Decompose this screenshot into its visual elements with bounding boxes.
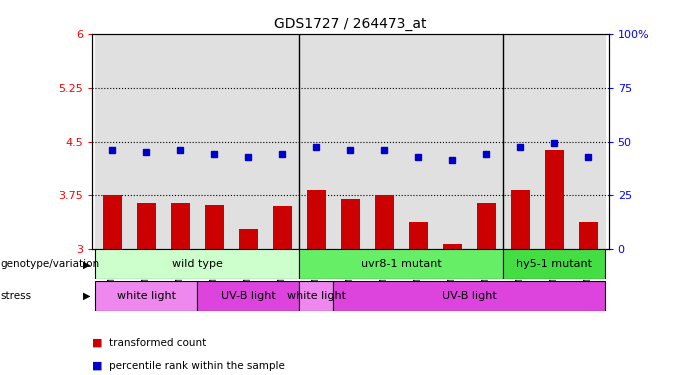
Bar [571,34,605,249]
Bar [367,34,401,249]
Text: ▶: ▶ [82,291,90,301]
Bar [469,34,503,249]
Bar [477,202,496,249]
Bar [333,281,605,311]
Bar [503,34,537,249]
Bar [129,34,163,249]
Bar [205,205,224,249]
Text: UV-B light: UV-B light [221,291,275,301]
Bar [299,34,333,249]
Bar [103,195,122,249]
Bar [171,202,190,249]
Text: ▶: ▶ [82,260,90,269]
Text: uvr8-1 mutant: uvr8-1 mutant [361,260,441,269]
Bar [341,199,360,249]
Bar [579,222,598,249]
Bar [95,281,197,311]
Text: wild type: wild type [172,260,222,269]
Text: hy5-1 mutant: hy5-1 mutant [516,260,592,269]
Bar [163,34,197,249]
Text: genotype/variation: genotype/variation [1,260,100,269]
Text: ■: ■ [92,361,102,370]
Title: GDS1727 / 264473_at: GDS1727 / 264473_at [274,17,426,32]
Bar [375,195,394,249]
Text: UV-B light: UV-B light [442,291,496,301]
Bar [333,34,367,249]
Text: stress: stress [1,291,32,301]
Bar [231,34,265,249]
Bar [239,229,258,249]
Bar [299,281,333,311]
Bar [299,249,503,279]
Bar [435,34,469,249]
Text: white light: white light [117,291,175,301]
Text: percentile rank within the sample: percentile rank within the sample [109,361,285,370]
Bar [537,34,571,249]
Bar [95,249,299,279]
Bar [95,34,129,249]
Bar [273,206,292,249]
Bar [443,244,462,249]
Bar [409,222,428,249]
Bar [511,190,530,249]
Bar [197,34,231,249]
Bar [503,249,605,279]
Bar [401,34,435,249]
Bar [197,281,299,311]
Bar [265,34,299,249]
Bar [545,150,564,249]
Bar [307,190,326,249]
Bar [137,202,156,249]
Text: ■: ■ [92,338,102,348]
Text: transformed count: transformed count [109,338,206,348]
Text: white light: white light [287,291,345,301]
